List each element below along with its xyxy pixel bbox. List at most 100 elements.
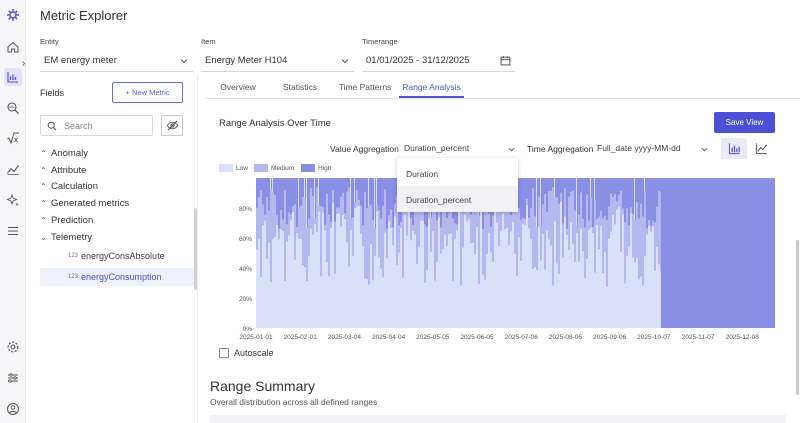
bar-low <box>400 227 402 328</box>
tab-statistics[interactable]: Statistics <box>282 82 317 92</box>
formula-icon[interactable] <box>4 129 22 147</box>
time-aggregation-select[interactable]: Full_date yyyy-MM-dd <box>597 140 709 158</box>
bar-low <box>654 270 656 328</box>
eye-off-icon <box>166 120 178 131</box>
bar-low <box>372 280 374 328</box>
bar-low <box>312 234 314 328</box>
bar-chart-type-button[interactable] <box>721 138 747 159</box>
numeric-type-icon: 123 <box>68 253 79 259</box>
value-aggregation-select[interactable]: Duration_percent <box>404 140 516 158</box>
item-select[interactable]: Energy Meter H104 <box>201 50 354 72</box>
caret-up-icon: ⌃ <box>40 181 47 191</box>
bar-low <box>508 245 510 328</box>
settings-gear-icon[interactable] <box>4 338 22 356</box>
bar-low <box>342 214 344 328</box>
bar-low <box>408 206 410 328</box>
new-metric-button[interactable]: + New Metric <box>112 82 183 103</box>
dropdown-option-duration[interactable]: Duration <box>406 169 439 179</box>
entity-select[interactable]: EM energy meter <box>40 50 193 72</box>
x-tick-label: 2025-05-05 <box>416 334 450 341</box>
trend-icon[interactable] <box>4 160 22 178</box>
tree-group-calculation[interactable]: ⌃ Calculation <box>40 179 98 193</box>
legend-item-high[interactable]: High <box>301 164 331 172</box>
sliders-icon[interactable] <box>4 369 22 387</box>
page-title: Metric Explorer <box>40 8 128 23</box>
legend-item-medium[interactable]: Medium <box>254 164 294 172</box>
bar-medium <box>434 193 436 328</box>
timerange-picker[interactable]: 01/01/2025 - 31/12/2025 <box>362 50 515 72</box>
caret-up-icon: ⌃ <box>40 198 47 208</box>
panel-divider <box>197 74 198 423</box>
hide-fields-toggle[interactable] <box>161 115 183 136</box>
bar-low <box>276 224 278 328</box>
bar-low <box>294 259 296 328</box>
autoscale-toggle[interactable]: Autoscale <box>219 348 274 358</box>
fields-search-input[interactable]: Search <box>40 115 153 136</box>
bar-chart-icon <box>728 143 740 155</box>
bar-low <box>274 236 276 328</box>
caret-up-icon: ⌃ <box>40 165 47 175</box>
bar-low <box>494 211 496 328</box>
range-summary-subtitle: Overall distribution across all defined … <box>210 397 378 407</box>
save-view-button[interactable]: Save View <box>714 112 775 133</box>
menu-icon[interactable] <box>4 222 22 240</box>
bar-medium <box>416 192 418 328</box>
bar-low <box>514 254 516 328</box>
bar-highlight <box>272 178 273 193</box>
tree-group-label: Prediction <box>51 214 94 226</box>
tree-group-telemetry[interactable]: ⌄ Telemetry <box>40 230 92 244</box>
bar-highlight <box>576 178 577 227</box>
bar-low <box>420 220 422 328</box>
sparkle-icon[interactable] <box>4 191 22 209</box>
logo-icon[interactable] <box>4 6 22 24</box>
bar-low <box>374 255 376 328</box>
tree-group-anomaly[interactable]: ⌃ Anomaly <box>40 146 88 160</box>
bar-low <box>296 233 298 328</box>
tree-group-generated-metrics[interactable]: ⌃ Generated metrics <box>40 196 129 210</box>
bar-low <box>430 251 432 328</box>
tab-overview[interactable]: Overview <box>220 82 256 92</box>
line-chart-icon <box>755 143 767 155</box>
bar-low <box>512 222 514 328</box>
bar-low <box>448 233 450 328</box>
calendar-icon[interactable] <box>500 55 511 66</box>
tree-group-prediction[interactable]: ⌃ Prediction <box>40 213 93 227</box>
y-tick-label: 20% <box>239 296 252 303</box>
bar-medium <box>658 191 660 328</box>
tab-range-analysis[interactable]: Range Analysis <box>399 78 464 98</box>
home-icon[interactable] <box>4 38 22 56</box>
bar-low <box>458 204 460 328</box>
bar-medium <box>638 218 640 328</box>
metric-explorer-icon[interactable] <box>4 68 22 86</box>
user-account-icon[interactable] <box>4 400 22 418</box>
caret-up-icon: ⌃ <box>40 215 47 225</box>
bar-low <box>564 216 566 328</box>
bar-low <box>502 213 504 328</box>
value-aggregation-dropdown: Duration Duration_percent <box>397 158 518 212</box>
bar-low <box>594 272 596 328</box>
tree-group-attribute[interactable]: ⌃ Attribute <box>40 163 86 177</box>
autoscale-checkbox[interactable] <box>219 348 229 358</box>
line-chart-type-button[interactable] <box>748 138 774 159</box>
bar-low <box>658 264 660 328</box>
sidebar-collapse-chevron-icon[interactable]: › <box>22 58 26 69</box>
bar-low <box>396 264 398 328</box>
bar-low <box>538 226 540 328</box>
bar-low <box>500 231 502 328</box>
tab-time-patterns[interactable]: Time Patterns <box>338 82 392 92</box>
fields-scrollbar[interactable] <box>194 208 197 290</box>
bar-low <box>580 228 582 328</box>
legend-item-low[interactable]: Low <box>219 164 248 172</box>
bar-low <box>406 235 408 328</box>
analysis-search-icon[interactable] <box>4 99 22 117</box>
bar-low <box>466 221 468 328</box>
bar-low <box>542 233 544 328</box>
bar-low <box>428 218 430 328</box>
page-scrollbar[interactable] <box>796 240 799 395</box>
bar-low <box>520 260 522 328</box>
tree-leaf-energy-consumption[interactable]: 123 energyConsumption <box>40 268 195 286</box>
tree-leaf-energy-cons-absolute[interactable]: 123 energyConsAbsolute <box>40 247 195 265</box>
bar-highlight <box>298 178 299 208</box>
dropdown-option-duration-percent[interactable]: Duration_percent <box>397 186 518 212</box>
bar-low <box>354 208 356 328</box>
